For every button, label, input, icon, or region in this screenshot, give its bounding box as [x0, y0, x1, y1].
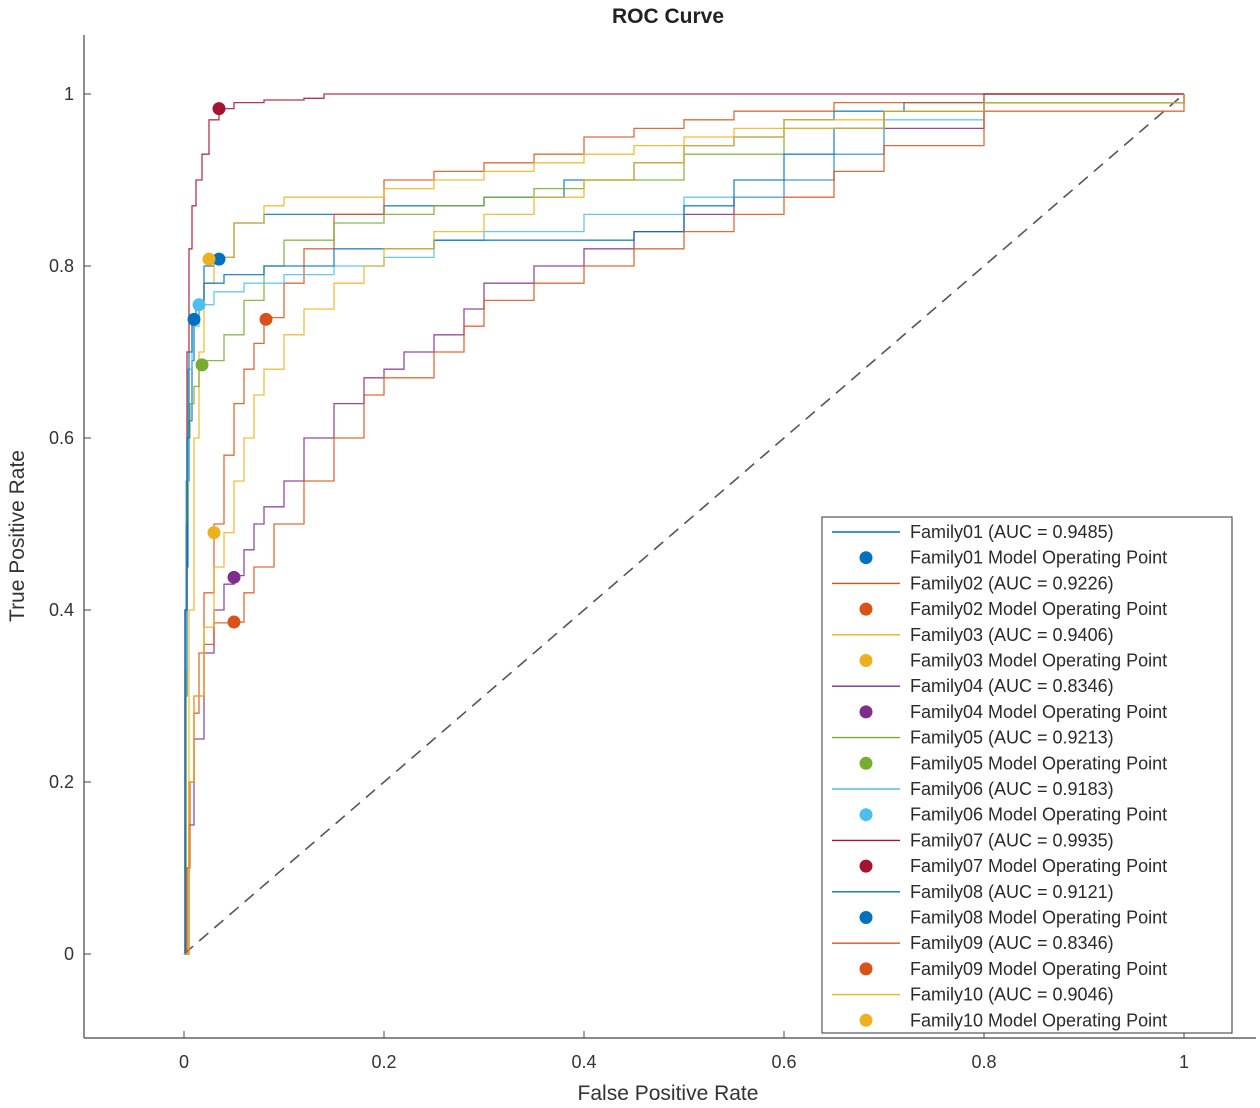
operating-points	[187, 102, 273, 629]
x-tick-label: 0.6	[771, 1052, 796, 1072]
y-axis-label: True Positive Rate	[6, 450, 29, 622]
legend-point-swatch-family09	[859, 962, 873, 976]
legend-label-family08: Family08 (AUC = 0.9121)	[910, 882, 1114, 902]
x-tick-label: 0.4	[571, 1052, 596, 1072]
y-tick-label: 0	[64, 944, 74, 964]
legend-label-family01: Family01 (AUC = 0.9485)	[910, 522, 1114, 542]
series-lines	[184, 93, 1185, 955]
plot-area	[183, 93, 1185, 955]
y-tick-label: 1	[64, 84, 74, 104]
operating-point-family09	[227, 615, 241, 629]
operating-point-family05	[195, 358, 209, 372]
operating-point-family06	[192, 298, 206, 312]
operating-point-family02	[259, 312, 273, 326]
legend-label-family05: Family05 (AUC = 0.9213)	[910, 728, 1114, 748]
legend-point-swatch-family05	[859, 756, 873, 770]
legend-point-swatch-family08	[859, 911, 873, 924]
roc-line-family10	[184, 94, 1185, 955]
y-tick-label: 0.6	[49, 428, 74, 448]
legend-point-swatch-family06	[859, 808, 873, 822]
legend-label-family10: Family10 (AUC = 0.9046)	[910, 985, 1114, 1005]
x-tick-label: 0.8	[971, 1052, 996, 1072]
legend-label-family03: Family03 (AUC = 0.9406)	[910, 625, 1114, 645]
legend-point-label-family04: Family04 Model Operating Point	[910, 702, 1167, 722]
legend-point-label-family10: Family10 Model Operating Point	[910, 1010, 1167, 1030]
legend-label-family06: Family06 (AUC = 0.9183)	[910, 779, 1114, 799]
legend-point-label-family02: Family02 Model Operating Point	[910, 599, 1167, 619]
legend-box	[821, 516, 1233, 1034]
legend-point-swatch-family03	[859, 654, 873, 667]
legend-label-family04: Family04 (AUC = 0.8346)	[910, 676, 1114, 696]
x-ticks: 0 0.2 0.4 0.6 0.8 1	[179, 1031, 1189, 1072]
operating-point-family01	[212, 252, 226, 266]
operating-point-family04	[227, 570, 241, 584]
legend-point-label-family06: Family06 Model Operating Point	[910, 805, 1167, 825]
x-axis-label: False Positive Rate	[578, 1082, 759, 1105]
legend-point-label-family05: Family05 Model Operating Point	[910, 753, 1167, 773]
y-tick-label: 0.8	[49, 256, 74, 276]
legend-point-label-family09: Family09 Model Operating Point	[910, 959, 1167, 979]
roc-line-family09	[184, 94, 1185, 955]
operating-point-family07	[212, 102, 226, 116]
legend-point-label-family08: Family08 Model Operating Point	[910, 908, 1167, 928]
legend-point-swatch-family04	[859, 705, 873, 719]
legend-point-swatch-family07	[859, 859, 873, 873]
legend: Family01 (AUC = 0.9485) Family01 Model Op…	[821, 516, 1233, 1034]
x-tick-label: 0	[179, 1052, 189, 1072]
legend-point-label-family07: Family07 Model Operating Point	[910, 856, 1167, 876]
axes	[83, 35, 1256, 1039]
legend-point-label-family03: Family03 Model Operating Point	[910, 651, 1167, 671]
legend-point-label-family01: Family01 Model Operating Point	[910, 548, 1167, 568]
x-tick-label: 1	[1179, 1052, 1189, 1072]
y-tick-label: 0.4	[49, 600, 74, 620]
legend-label-family02: Family02 (AUC = 0.9226)	[910, 573, 1114, 593]
y-ticks: 0 0.2 0.4 0.6 0.8 1	[49, 84, 91, 964]
roc-line-family03	[184, 94, 1185, 955]
operating-point-family08	[187, 312, 201, 326]
legend-point-swatch-family01	[859, 551, 873, 565]
operating-point-family10	[207, 526, 221, 540]
legend-label-family09: Family09 (AUC = 0.8346)	[910, 933, 1114, 953]
x-tick-label: 0.2	[371, 1052, 396, 1072]
legend-label-family07: Family07 (AUC = 0.9935)	[910, 830, 1114, 850]
roc-line-family02	[184, 93, 1184, 955]
legend-entries: Family01 (AUC = 0.9485) Family01 Model Op…	[832, 522, 1167, 1030]
operating-point-family03	[202, 252, 216, 266]
chart-title: ROC Curve	[612, 5, 724, 28]
legend-point-swatch-family02	[859, 602, 873, 616]
legend-point-swatch-family10	[859, 1013, 873, 1027]
y-tick-label: 0.2	[49, 772, 74, 792]
